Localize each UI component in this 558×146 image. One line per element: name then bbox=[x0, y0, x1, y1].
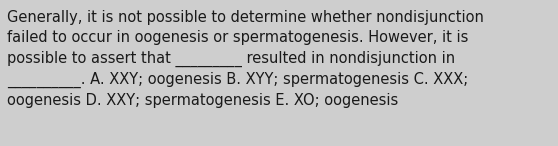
Text: Generally, it is not possible to determine whether nondisjunction
failed to occu: Generally, it is not possible to determi… bbox=[7, 10, 484, 108]
